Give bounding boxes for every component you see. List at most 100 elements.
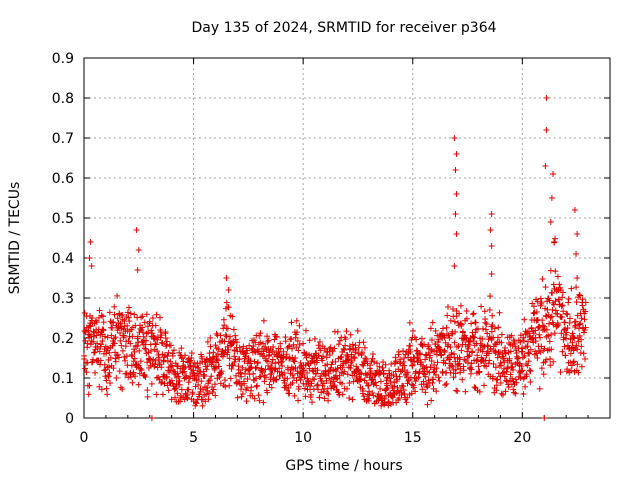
data-point	[132, 373, 139, 380]
data-point	[538, 343, 545, 350]
data-point	[107, 380, 114, 387]
data-point	[295, 383, 302, 390]
data-point	[113, 374, 120, 381]
data-point	[193, 400, 200, 407]
data-point	[442, 382, 449, 389]
data-point	[211, 381, 218, 388]
data-point	[429, 379, 436, 386]
data-point	[163, 341, 170, 348]
data-point	[345, 356, 352, 363]
data-point	[422, 389, 429, 396]
data-point	[336, 372, 343, 379]
data-point	[400, 348, 407, 355]
data-point	[106, 349, 113, 356]
data-point	[141, 319, 148, 326]
data-point	[289, 372, 296, 379]
spike-point	[574, 231, 581, 237]
data-point	[436, 377, 443, 384]
data-point	[527, 368, 534, 375]
data-point	[482, 326, 489, 333]
data-point	[572, 323, 579, 330]
data-point	[344, 385, 350, 392]
data-point	[341, 346, 348, 353]
data-point	[234, 394, 241, 401]
data-point	[128, 351, 135, 358]
data-point	[445, 332, 452, 339]
data-point	[401, 362, 408, 369]
data-point	[185, 379, 192, 386]
data-point	[430, 376, 437, 383]
data-point	[254, 359, 261, 366]
data-point	[142, 346, 149, 353]
data-point	[89, 356, 96, 363]
data-point	[130, 369, 137, 376]
data-point	[92, 317, 99, 324]
data-point	[325, 368, 332, 375]
data-point	[152, 340, 159, 347]
data-point	[481, 308, 488, 315]
data-point	[272, 333, 279, 340]
spike-point	[148, 415, 155, 421]
data-point	[358, 349, 365, 356]
data-point	[129, 379, 136, 386]
data-point	[149, 330, 156, 337]
data-point	[429, 319, 436, 326]
data-point	[210, 349, 217, 356]
data-point	[476, 388, 483, 395]
data-point	[144, 387, 151, 394]
data-point	[342, 336, 349, 343]
data-point	[385, 402, 392, 409]
data-point	[337, 354, 344, 361]
data-point	[161, 380, 168, 387]
data-point	[159, 340, 166, 347]
data-point	[527, 378, 534, 385]
data-point	[332, 358, 339, 365]
data-point	[519, 348, 526, 355]
data-point	[536, 331, 543, 338]
data-point	[100, 319, 107, 326]
data-point	[176, 381, 183, 388]
data-point	[498, 331, 505, 338]
data-point	[139, 324, 146, 331]
spike-point	[488, 243, 495, 249]
spike-point	[550, 171, 557, 177]
data-point	[555, 296, 562, 303]
data-point	[389, 394, 396, 401]
data-point	[206, 350, 213, 357]
data-point	[534, 298, 541, 305]
data-point	[185, 386, 192, 393]
data-point	[577, 320, 584, 327]
data-point	[215, 346, 222, 353]
data-point	[466, 365, 473, 372]
data-point	[513, 379, 520, 386]
data-point	[489, 312, 496, 319]
data-point	[103, 385, 110, 392]
data-point	[99, 338, 106, 345]
data-point	[458, 347, 465, 354]
data-point	[230, 362, 237, 369]
data-point	[145, 349, 152, 356]
data-point	[509, 363, 516, 370]
spike-point	[573, 251, 580, 257]
data-point	[360, 362, 367, 369]
data-point	[570, 359, 577, 366]
data-point	[373, 382, 380, 389]
data-point	[117, 320, 124, 327]
spike-point	[452, 167, 459, 173]
spike-point	[453, 151, 460, 157]
data-point	[99, 326, 106, 333]
data-point	[260, 399, 267, 406]
data-point	[299, 368, 306, 375]
data-point	[537, 349, 544, 356]
data-point	[205, 390, 212, 397]
data-point	[488, 328, 495, 335]
y-tick-label: 0.5	[52, 211, 74, 227]
data-point	[121, 354, 128, 361]
data-point	[257, 339, 264, 346]
data-point	[100, 327, 107, 334]
data-point	[563, 329, 570, 336]
data-point	[291, 392, 298, 399]
data-point	[148, 380, 155, 387]
data-point	[244, 384, 251, 391]
data-point	[507, 371, 514, 378]
